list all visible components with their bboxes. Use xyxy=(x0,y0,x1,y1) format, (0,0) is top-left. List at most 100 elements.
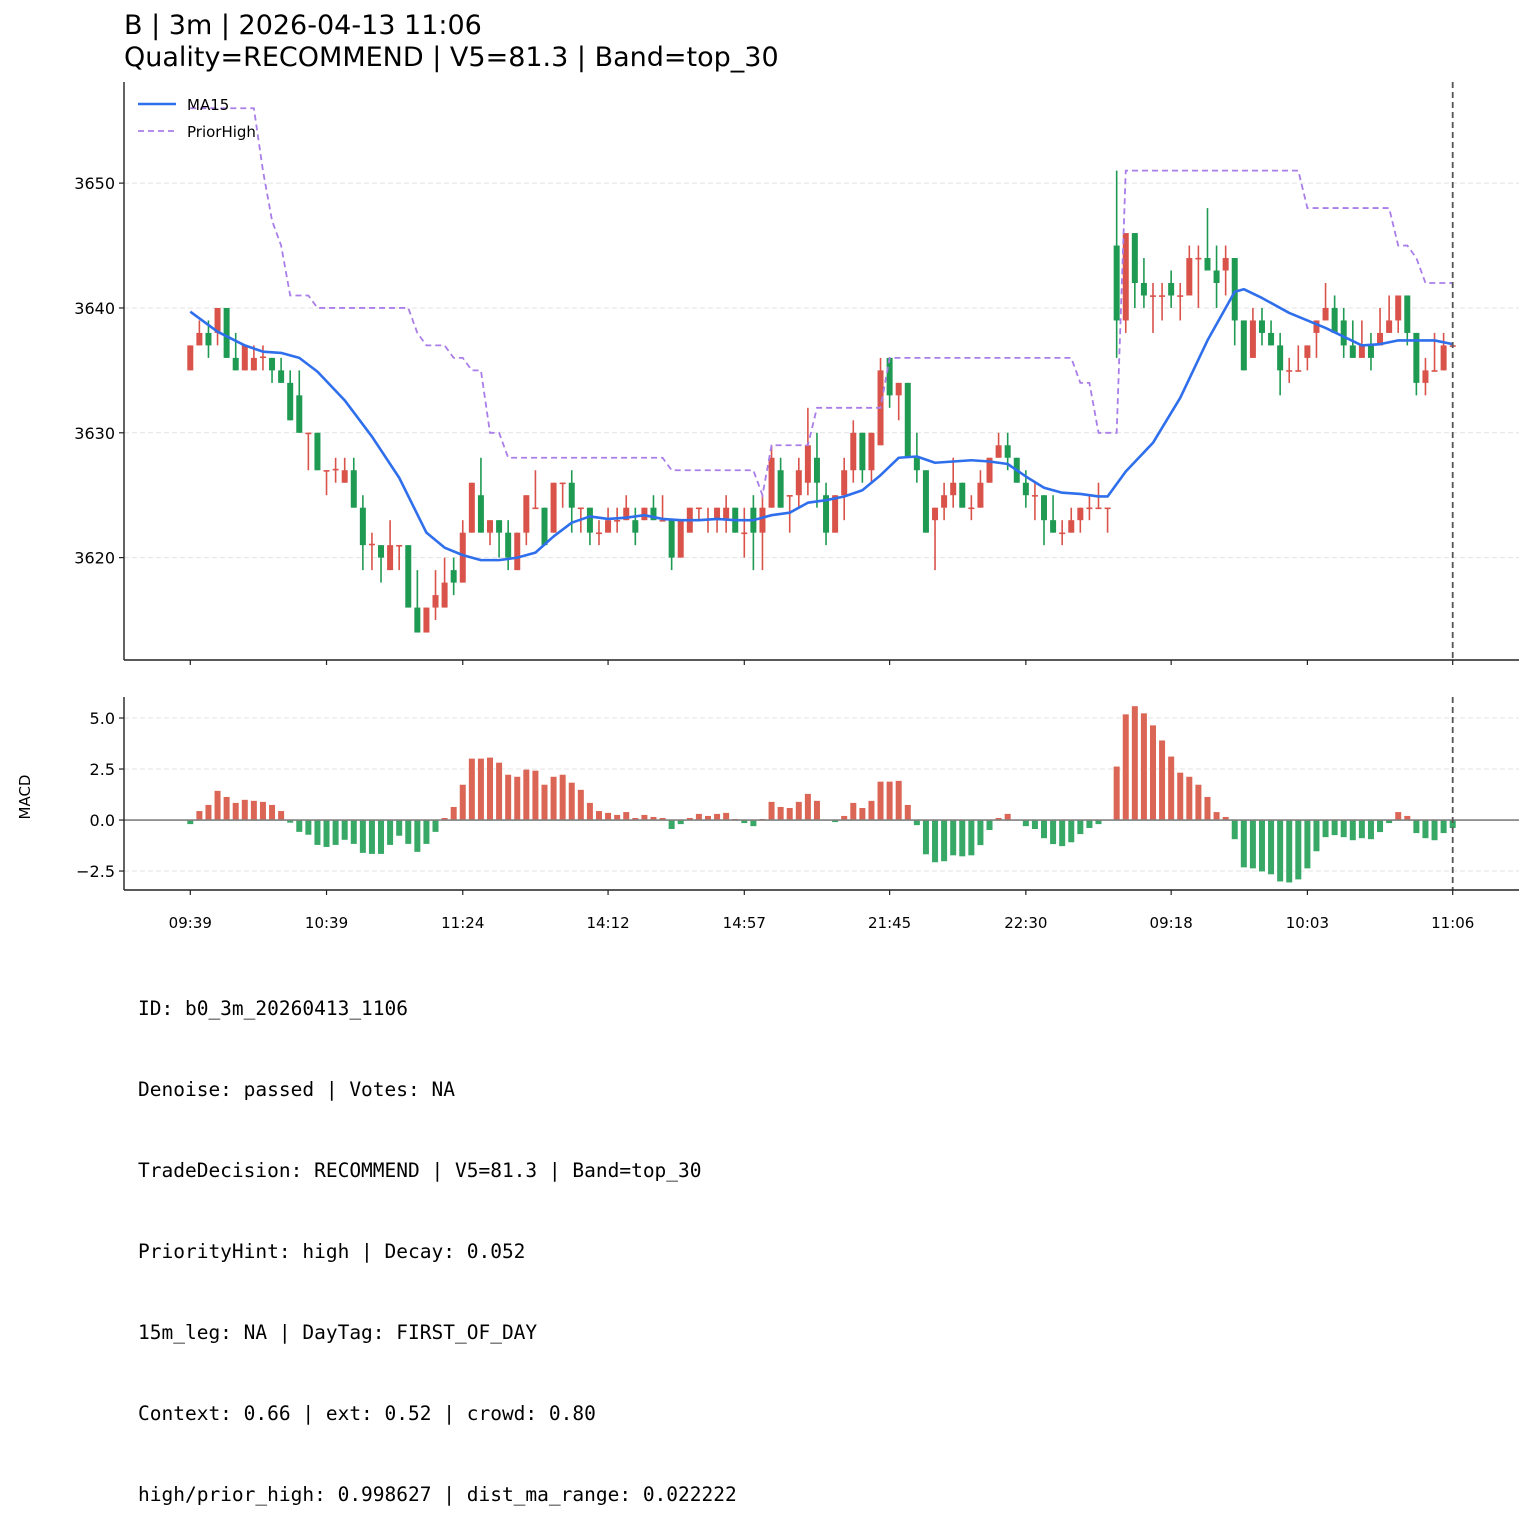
macd-bar-positive xyxy=(614,814,621,821)
candle-up xyxy=(695,507,702,510)
candle-up xyxy=(1149,295,1156,297)
macd-bar-negative xyxy=(359,820,366,853)
candle-up xyxy=(768,457,775,508)
candle-down xyxy=(1340,320,1347,346)
candle-up xyxy=(250,357,257,371)
macd-bars xyxy=(124,697,1519,890)
candle-down xyxy=(777,470,784,508)
macd-bar-negative xyxy=(968,820,975,856)
candle-up xyxy=(605,520,612,533)
candle-up xyxy=(305,432,312,435)
macd-bar-negative xyxy=(741,820,748,824)
candle-down xyxy=(350,470,357,508)
candle-down xyxy=(1349,345,1356,358)
macd-bar-positive xyxy=(804,793,811,821)
macd-bar-negative xyxy=(1304,820,1311,869)
macd-axis-label: MACD xyxy=(16,775,34,820)
candle-down xyxy=(1213,270,1220,283)
macd-bar-positive xyxy=(813,800,820,821)
macd-bar-negative xyxy=(1240,820,1247,868)
xtick-label: 11:06 xyxy=(1431,914,1474,932)
macd-bar-positive xyxy=(995,817,1002,821)
macd-bar-positive xyxy=(241,799,248,821)
macd-bar-negative xyxy=(1386,820,1393,824)
candle-down xyxy=(1050,520,1057,533)
macd-bar-negative xyxy=(1041,820,1048,839)
candle-up xyxy=(396,544,403,547)
candle-down xyxy=(232,357,239,371)
xtick-label: 21:45 xyxy=(868,914,911,932)
macd-bar-negative xyxy=(1340,820,1347,838)
candle-up xyxy=(1059,532,1066,535)
candle-up xyxy=(741,532,748,535)
macd-bar-positive xyxy=(704,815,711,821)
candle-up xyxy=(795,470,802,496)
macd-bar-negative xyxy=(1449,820,1456,828)
macd-bar-negative xyxy=(959,820,966,857)
chart-title: B | 3m | 2026-04-13 11:06 xyxy=(124,10,482,41)
macd-ytick-label: 5.0 xyxy=(90,709,115,728)
candle-up xyxy=(550,482,557,533)
macd-bar-positive xyxy=(205,804,212,821)
candle-up xyxy=(995,445,1002,458)
macd-bar-positive xyxy=(850,802,857,821)
macd-bar-positive xyxy=(714,813,721,821)
candle-up xyxy=(595,532,602,535)
macd-bar-positive xyxy=(532,770,539,821)
macd-bar-negative xyxy=(1095,820,1102,825)
macd-bar-negative xyxy=(296,820,303,832)
macd-bar-positive xyxy=(1131,706,1138,821)
macd-bar-positive xyxy=(1404,815,1411,821)
macd-bar-positive xyxy=(196,811,203,821)
macd-bar-negative xyxy=(922,820,929,855)
macd-bar-positive xyxy=(886,781,893,821)
macd-bar-positive xyxy=(1186,776,1193,821)
macd-bar-positive xyxy=(541,784,548,821)
macd-bar-positive xyxy=(1395,812,1402,821)
candle-down xyxy=(541,507,548,546)
macd-bar-positive xyxy=(723,812,730,821)
info-context: Context: 0.66 | ext: 0.52 | crowd: 0.80 xyxy=(138,1402,596,1425)
legend-ma15-label: MA15 xyxy=(187,96,229,114)
candle-up xyxy=(1249,320,1256,358)
macd-axes: −2.5 0.0 2.5 5.0 09:39 10:39 11:24 14:12 14:57 21… xyxy=(76,697,1519,932)
macd-bar-negative xyxy=(1031,820,1038,829)
candle-up xyxy=(841,470,848,496)
macd-bar-negative xyxy=(1277,820,1284,882)
candle-up xyxy=(468,482,475,533)
macd-bar-negative xyxy=(1431,820,1438,841)
candle-down xyxy=(1268,332,1275,346)
macd-bar-negative xyxy=(368,820,375,854)
candle-up xyxy=(1077,507,1084,521)
candle-up xyxy=(559,482,566,485)
macd-bar-negative xyxy=(314,820,321,845)
macd-bar-positive xyxy=(1140,713,1147,821)
candle-up xyxy=(1304,345,1311,358)
macd-bar-negative xyxy=(1295,820,1302,880)
candle-up xyxy=(623,507,630,521)
xtick-label: 10:39 xyxy=(305,914,348,932)
macd-bar-positive xyxy=(269,804,276,821)
candle-down xyxy=(1404,295,1411,333)
candle-down xyxy=(1258,320,1265,333)
macd-bar-negative xyxy=(1322,820,1329,838)
candle-up xyxy=(577,507,584,510)
candle-up xyxy=(1386,320,1393,333)
candle-down xyxy=(205,332,212,346)
macd-bar-positive xyxy=(568,782,575,821)
candle-down xyxy=(650,507,657,521)
candle-up xyxy=(1086,507,1093,510)
candle-up xyxy=(423,607,430,633)
candle-up xyxy=(432,595,439,608)
macd-bar-positive xyxy=(786,807,793,821)
macd-bar-positive xyxy=(1159,740,1166,821)
macd-bar-negative xyxy=(432,820,439,832)
candle-up xyxy=(332,468,339,471)
candle-up xyxy=(1104,507,1111,510)
macd-bar-positive xyxy=(232,802,239,821)
candle-up xyxy=(196,332,203,346)
candle-down xyxy=(269,357,276,371)
candle-up xyxy=(341,470,348,483)
candle-up xyxy=(523,495,530,533)
macd-bar-positive xyxy=(895,780,902,821)
